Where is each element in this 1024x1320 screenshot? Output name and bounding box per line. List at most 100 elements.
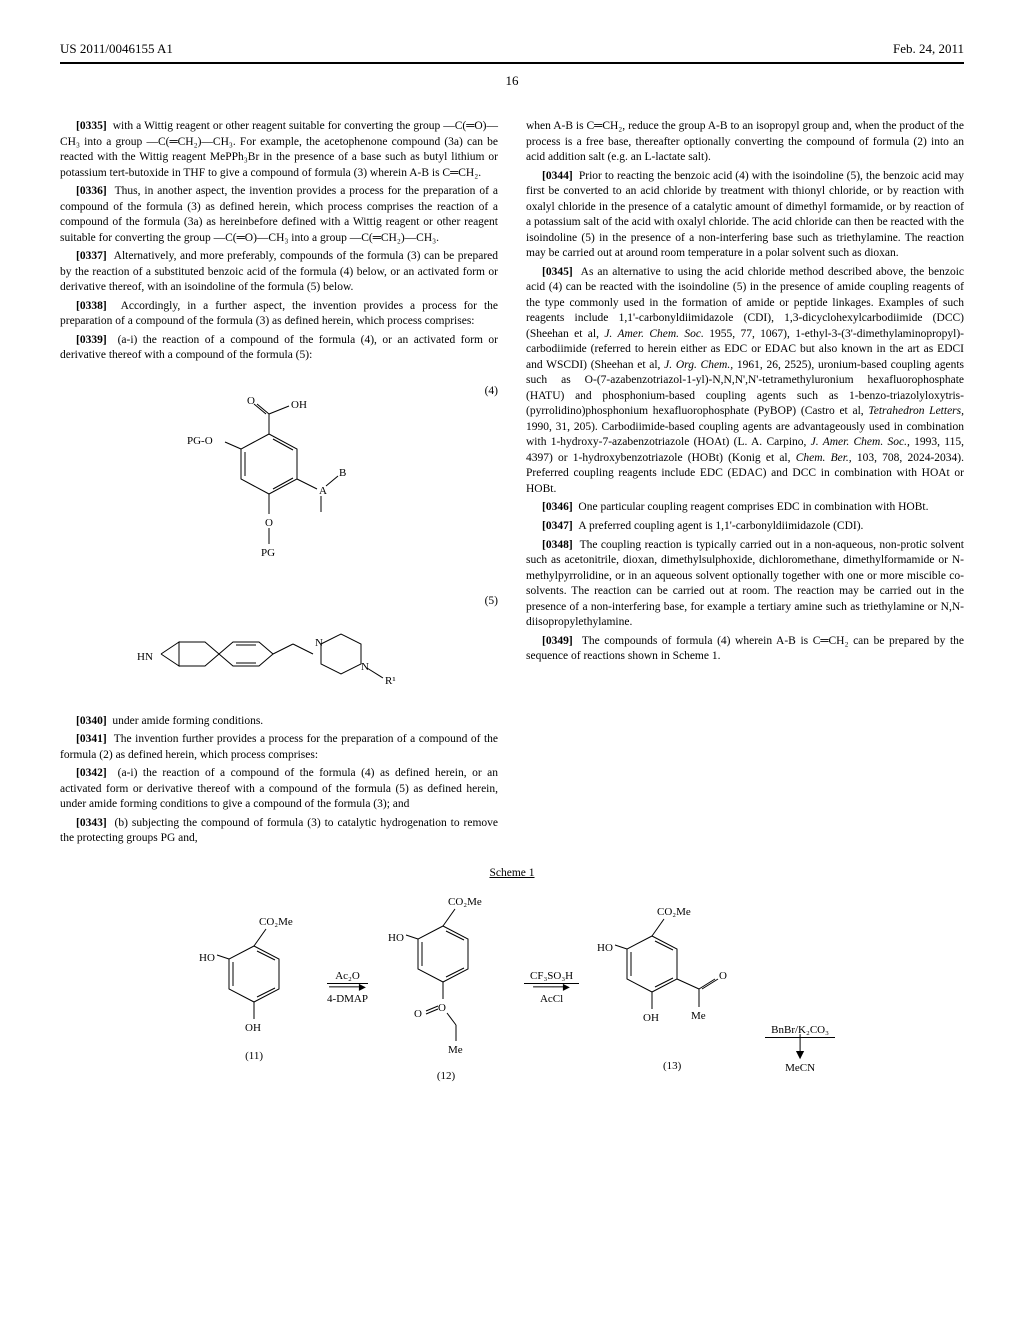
svg-text:HN: HN: [137, 651, 153, 663]
formula-5: (5) HN N N R¹: [60, 594, 498, 694]
paragraph: [0344] Prior to reacting the benzoic aci…: [526, 169, 964, 262]
paragraph: [0341] The invention further provides a …: [60, 732, 498, 763]
svg-text:N: N: [315, 637, 323, 649]
citation: J. Amer. Chem. Soc.,: [811, 436, 910, 448]
citation: J. Amer. Chem. Soc.: [604, 328, 704, 340]
formula-4-structure: O OH PG-O A B O PG: [169, 384, 389, 574]
paragraph: [0345] As an alternative to using the ac…: [526, 265, 964, 498]
paragraph: [0340] under amide forming conditions.: [60, 714, 498, 730]
arrow-1-reagent-bot: 4-DMAP: [327, 992, 368, 1005]
svg-text:N: N: [361, 661, 369, 673]
svg-text:PG: PG: [261, 547, 275, 559]
paragraph: [0335] with a Wittig reagent or other re…: [60, 119, 498, 181]
paragraph: [0349] The compounds of formula (4) wher…: [526, 634, 964, 665]
patent-date: Feb. 24, 2011: [893, 40, 964, 58]
left-column: [0335] with a Wittig reagent or other re…: [60, 119, 498, 850]
paragraph: [0338] Accordingly, in a further aspect,…: [60, 299, 498, 330]
right-column: when A-B is C═CH₂, reduce the group A-B …: [526, 119, 964, 850]
para-num: [0337]: [76, 250, 107, 262]
arrow-3-reagent-bot: MeCN: [765, 1061, 835, 1074]
para-text: The coupling reaction is typically carri…: [526, 539, 964, 629]
paragraph: [0337] Alternatively, and more preferabl…: [60, 249, 498, 296]
scheme-1-label: Scheme 1: [60, 866, 964, 882]
compound-12: CO₂Me HO O O Me (12): [376, 891, 516, 1083]
paragraph: [0348] The coupling reaction is typicall…: [526, 538, 964, 631]
arrow-2: CF₃SO₃H ───▸ AcCl: [524, 970, 579, 1006]
para-text: Prior to reacting the benzoic acid (4) w…: [526, 170, 964, 260]
svg-text:CO₂Me: CO₂Me: [657, 906, 691, 918]
paragraph: [0347] A preferred coupling agent is 1,1…: [526, 519, 964, 535]
para-num: [0345]: [542, 266, 573, 278]
paragraph: [0342] (a-i) the reaction of a compound …: [60, 766, 498, 813]
para-text: One particular coupling reagent comprise…: [578, 501, 928, 513]
paragraph: [0346] One particular coupling reagent c…: [526, 500, 964, 516]
para-num: [0338]: [76, 300, 107, 312]
svg-text:HO: HO: [388, 932, 404, 944]
para-text: under amide forming conditions.: [112, 715, 263, 727]
para-num: [0343]: [76, 817, 107, 829]
formula-5-structure: HN N N R¹: [129, 594, 429, 694]
citation: J. Org. Chem.,: [664, 359, 733, 371]
para-num: [0344]: [542, 170, 573, 182]
para-text: The invention further provides a process…: [60, 733, 498, 761]
compound-11-num: (11): [189, 1049, 319, 1064]
citation: Tetrahedron Letters,: [868, 405, 964, 417]
two-column-body: [0335] with a Wittig reagent or other re…: [60, 119, 964, 850]
patent-id: US 2011/0046155 A1: [60, 40, 173, 58]
svg-text:O: O: [265, 517, 273, 529]
compound-13-structure: CO₂Me HO OH O Me: [587, 901, 757, 1051]
compound-12-structure: CO₂Me HO O O Me: [376, 891, 516, 1061]
para-text: The compounds of formula (4) wherein A-B…: [526, 635, 964, 663]
paragraph: [0336] Thus, in another aspect, the inve…: [60, 184, 498, 246]
formula-5-label: (5): [485, 594, 498, 610]
svg-text:O: O: [247, 395, 255, 407]
scheme-1: Scheme 1 CO₂Me HO OH (11) Ac₂O ───▸ 4-DM…: [60, 866, 964, 1084]
para-text: Thus, in another aspect, the invention p…: [60, 185, 498, 244]
compound-11-structure: CO₂Me HO OH: [189, 911, 319, 1041]
para-text: Accordingly, in a further aspect, the in…: [60, 300, 498, 328]
arrow-1: Ac₂O ───▸ 4-DMAP: [327, 970, 368, 1006]
scheme-row: CO₂Me HO OH (11) Ac₂O ───▸ 4-DMAP CO₂Me: [60, 891, 964, 1083]
svg-text:CO₂Me: CO₂Me: [259, 916, 293, 928]
svg-text:O: O: [438, 1002, 446, 1014]
para-text: Alternatively, and more preferably, comp…: [60, 250, 498, 293]
para-num: [0335]: [76, 120, 107, 132]
svg-text:CO₂Me: CO₂Me: [448, 896, 482, 908]
page-header: US 2011/0046155 A1 Feb. 24, 2011: [60, 40, 964, 64]
svg-text:HO: HO: [199, 952, 215, 964]
para-text: (a-i) the reaction of a compound of the …: [60, 767, 498, 810]
svg-text:OH: OH: [291, 399, 307, 411]
svg-text:R¹: R¹: [385, 675, 396, 687]
svg-text:B: B: [339, 467, 346, 479]
para-num: [0346]: [542, 501, 573, 513]
formula-4-label: (4): [485, 384, 498, 400]
para-num: [0339]: [76, 334, 107, 346]
para-num: [0349]: [542, 635, 573, 647]
para-num: [0340]: [76, 715, 107, 727]
para-num: [0342]: [76, 767, 107, 779]
compound-13: CO₂Me HO OH O Me (13): [587, 901, 757, 1073]
svg-text:PG-O: PG-O: [187, 435, 213, 447]
paragraph: [0343] (b) subjecting the compound of fo…: [60, 816, 498, 847]
para-text: (a-i) the reaction of a compound of the …: [60, 334, 498, 362]
svg-text:A: A: [319, 485, 327, 497]
svg-text:Me: Me: [448, 1044, 463, 1056]
svg-text:OH: OH: [643, 1012, 659, 1024]
svg-text:HO: HO: [597, 942, 613, 954]
arrow-3: BnBr/K₂CO₃ │▼ MeCN: [765, 1024, 835, 1074]
compound-11: CO₂Me HO OH (11): [189, 911, 319, 1063]
compound-12-num: (12): [376, 1069, 516, 1084]
para-num: [0348]: [542, 539, 573, 551]
page-number: 16: [60, 72, 964, 90]
svg-text:OH: OH: [245, 1022, 261, 1034]
para-text: (b) subjecting the compound of formula (…: [60, 817, 498, 845]
para-num: [0347]: [542, 520, 573, 532]
svg-text:Me: Me: [691, 1010, 706, 1022]
para-num: [0336]: [76, 185, 107, 197]
citation: Chem. Ber.,: [796, 452, 852, 464]
paragraph: [0339] (a-i) the reaction of a compound …: [60, 333, 498, 364]
svg-text:O: O: [414, 1008, 422, 1020]
para-num: [0341]: [76, 733, 107, 745]
para-text: A preferred coupling agent is 1,1'-carbo…: [578, 520, 863, 532]
para-text: with a Wittig reagent or other reagent s…: [60, 120, 498, 179]
